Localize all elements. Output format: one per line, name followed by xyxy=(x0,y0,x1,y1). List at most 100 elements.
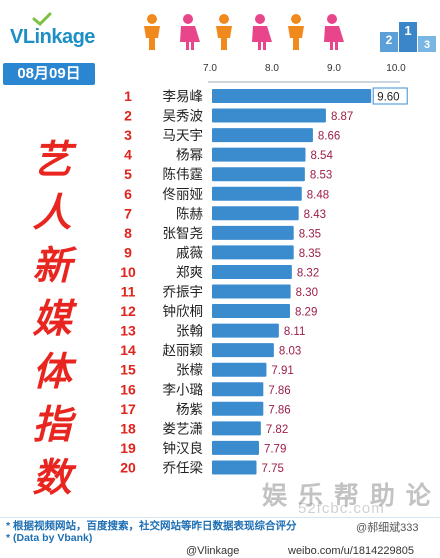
artist-name: 马天宇 xyxy=(163,128,204,144)
bar xyxy=(212,382,264,397)
bar xyxy=(212,304,290,319)
rank-number: 9 xyxy=(124,244,132,260)
bar xyxy=(212,460,257,475)
bar xyxy=(212,343,274,358)
people-icons xyxy=(144,14,344,50)
artist-name: 钟汉良 xyxy=(163,440,204,457)
footer-brand: @Vlinkage xyxy=(186,545,240,557)
podium-icon: 2 1 3 xyxy=(380,22,436,52)
artist-name: 吴秀波 xyxy=(163,109,204,125)
value-label: 7.79 xyxy=(264,443,286,455)
bar xyxy=(212,108,326,123)
artist-name: 李易峰 xyxy=(163,89,204,105)
rank-number: 20 xyxy=(120,459,136,475)
svg-text:3: 3 xyxy=(424,39,430,51)
rank-number: 17 xyxy=(120,401,136,417)
vertical-title: 艺人新媒体指数 xyxy=(26,134,78,505)
bar xyxy=(212,186,302,201)
footnote-source: * (Data by Vbank) xyxy=(6,532,93,544)
bar xyxy=(212,362,267,377)
rank-number: 1 xyxy=(124,88,132,104)
artist-name: 戚薇 xyxy=(176,245,203,261)
value-label: 8.30 xyxy=(296,287,318,299)
x-tick-label: 8.0 xyxy=(265,63,279,74)
person-icon-orange-1 xyxy=(144,14,160,50)
rank-number: 2 xyxy=(124,108,132,124)
bar xyxy=(212,264,292,279)
bar xyxy=(212,89,372,103)
value-label: 7.75 xyxy=(262,463,284,475)
rank-number: 5 xyxy=(124,166,132,182)
value-label: 8.53 xyxy=(310,170,332,182)
artist-name: 钟欣桐 xyxy=(163,303,204,320)
artist-name: 张智尧 xyxy=(163,226,204,242)
value-label: 8.35 xyxy=(299,248,321,260)
person-icon-pink-3 xyxy=(324,14,344,50)
rank-number: 18 xyxy=(120,420,136,436)
rank-number: 14 xyxy=(120,342,136,358)
title-char: 媒 xyxy=(32,298,72,341)
value-label: 8.43 xyxy=(304,209,326,221)
title-char: 指 xyxy=(32,404,72,447)
watermark: 娱 乐 帮 助 论 坛 xyxy=(262,482,440,510)
rank-number: 8 xyxy=(124,225,132,241)
artist-name: 乔振宇 xyxy=(163,285,204,301)
value-label: 8.29 xyxy=(295,307,317,319)
bar-chart: 7.0 8.0 9.0 10.0 1 李易峰 9.60 2 吴秀波 8.87 3 马天宇 8.66 4 杨幂… xyxy=(120,63,408,476)
footer-divider xyxy=(0,517,440,518)
bar xyxy=(212,421,261,436)
person-icon-pink-1 xyxy=(180,14,200,50)
title-char: 体 xyxy=(32,351,72,394)
rank-number: 10 xyxy=(120,264,136,280)
rank-number: 19 xyxy=(120,440,136,456)
artist-name: 张翰 xyxy=(176,324,203,340)
svg-text:1: 1 xyxy=(404,23,411,38)
artist-name: 杨幂 xyxy=(176,148,203,164)
person-icon-orange-3 xyxy=(288,14,304,50)
artist-name: 陈赫 xyxy=(176,205,203,222)
value-box xyxy=(372,87,408,105)
artist-name: 郑爽 xyxy=(176,265,203,281)
value-label: 7.86 xyxy=(268,404,290,416)
title-char: 数 xyxy=(32,457,72,500)
value-label: 8.87 xyxy=(331,111,353,123)
date-badge: 08月09日 xyxy=(3,63,95,85)
checkmark-icon xyxy=(32,12,52,26)
bar xyxy=(212,206,299,221)
bar xyxy=(212,128,313,143)
person-icon-pink-2 xyxy=(252,14,272,50)
rank-number: 7 xyxy=(124,205,132,221)
weibo-user: @郝细斌333 xyxy=(356,522,419,534)
title-char: 新 xyxy=(32,245,72,288)
artist-name: 杨紫 xyxy=(176,402,203,418)
x-tick-label: 10.0 xyxy=(386,63,406,74)
artist-name: 娄艺潇 xyxy=(163,421,204,437)
value-label: 8.54 xyxy=(310,150,333,162)
bar xyxy=(212,147,306,162)
watermark-url: 52fcbc.com xyxy=(298,500,385,517)
artist-name: 陈伟霆 xyxy=(163,166,204,183)
rank-number: 11 xyxy=(121,284,136,300)
rank-number: 3 xyxy=(124,127,132,143)
value-label: 8.35 xyxy=(299,228,321,240)
bar xyxy=(212,440,259,455)
bar xyxy=(212,167,305,182)
artist-name: 佟丽娅 xyxy=(163,187,204,203)
footer-weibo-url: weibo.com/u/1814229805 xyxy=(288,545,414,557)
value-label: 8.48 xyxy=(307,189,329,201)
rank-number: 12 xyxy=(120,303,136,319)
rank-number: 6 xyxy=(124,186,132,202)
value-label: 8.11 xyxy=(284,326,306,338)
value-label: 7.91 xyxy=(271,365,293,377)
value-label: 9.60 xyxy=(377,92,399,104)
x-tick-label: 7.0 xyxy=(203,63,217,74)
rank-number: 4 xyxy=(124,147,132,163)
title-char: 人 xyxy=(32,192,72,235)
bar xyxy=(212,245,294,260)
rank-number: 13 xyxy=(120,323,136,339)
bar xyxy=(212,323,279,338)
rank-number: 15 xyxy=(120,362,136,378)
svg-text:2: 2 xyxy=(386,33,393,47)
footnote-method: * 根据视频网站，百度搜索，社交网站等昨日数据表现综合评分 xyxy=(6,520,297,532)
